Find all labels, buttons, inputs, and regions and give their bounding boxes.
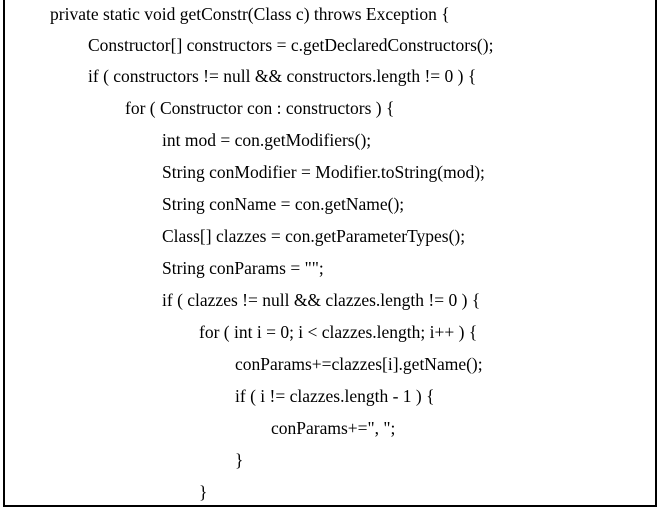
code-line: String conName = con.getName(); (162, 194, 405, 214)
code-line: int mod = con.getModifiers(); (162, 130, 372, 150)
code-line: Class[] clazzes = con.getParameterTypes(… (162, 226, 466, 246)
code-line: for ( Constructor con : constructors ) { (125, 98, 395, 118)
code-line: private static void getConstr(Class c) t… (50, 4, 450, 24)
code-line: if ( constructors != null && constructor… (88, 66, 477, 86)
code-line: conParams+=clazzes[i].getName(); (235, 354, 483, 374)
code-line: String conParams = ""; (162, 258, 324, 278)
code-line: Constructor[] constructors = c.getDeclar… (88, 35, 494, 55)
code-line: for ( int i = 0; i < clazzes.length; i++… (199, 322, 478, 342)
code-line: if ( i != clazzes.length - 1 ) { (235, 386, 435, 406)
code-line: String conModifier = Modifier.toString(m… (162, 162, 485, 182)
code-line: if ( clazzes != null && clazzes.length !… (162, 290, 481, 310)
code-listing-frame: private static void getConstr(Class c) t… (3, 0, 657, 507)
code-line: } (199, 482, 208, 502)
code-line: conParams+=", "; (271, 418, 396, 438)
code-line: } (235, 450, 244, 470)
